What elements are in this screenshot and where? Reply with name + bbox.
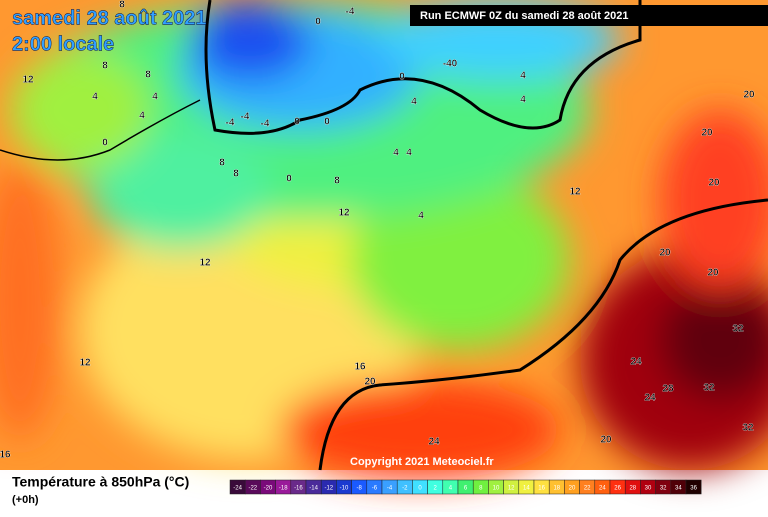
temperature-field <box>0 0 768 480</box>
contour-label: -4 <box>346 7 355 18</box>
legend-label: 12 <box>508 486 515 492</box>
legend-label: -8 <box>357 486 363 492</box>
contour-label: 16 <box>354 362 366 373</box>
legend-label: -18 <box>279 486 288 492</box>
contour-label: 4 <box>152 92 158 103</box>
legend-label: 20 <box>569 486 576 492</box>
contour-label: 4 <box>393 148 399 159</box>
contour-label: 8 <box>219 158 225 169</box>
contour-line <box>318 198 768 471</box>
legend-label: 18 <box>553 486 560 492</box>
contour-label: 20 <box>701 128 713 139</box>
legend-label: 8 <box>479 486 483 492</box>
contour-label: 0 <box>399 72 405 83</box>
contour-label: 20 <box>364 377 376 388</box>
contour-label: 20 <box>708 178 720 189</box>
legend-label: 6 <box>464 486 468 492</box>
contour-label: 4 <box>406 148 412 159</box>
contour-label: 8 <box>334 176 340 187</box>
copyright: Copyright 2021 Meteociel.fr <box>350 456 494 468</box>
map-time: 2:00 locale <box>12 33 114 55</box>
contour-label: 32 <box>732 324 744 335</box>
legend-label: -22 <box>248 486 257 492</box>
legend-label: 24 <box>599 486 606 492</box>
contour-label: 4 <box>418 211 424 222</box>
contour-label: 4 <box>92 92 98 103</box>
contour-label: -40 <box>443 59 458 70</box>
legend-label: 4 <box>449 486 453 492</box>
run-banner <box>410 5 768 26</box>
contour-label: 32 <box>742 423 754 434</box>
variable-label: Température à 850hPa (°C) <box>12 474 189 490</box>
contour-label: 12 <box>569 187 581 198</box>
contour-label: 24 <box>644 393 656 404</box>
contour-label: 8 <box>233 169 239 180</box>
contour-line <box>0 99 201 161</box>
contour-label: 24 <box>630 357 642 368</box>
legend-label: -12 <box>324 486 333 492</box>
contour-label: 20 <box>743 90 755 101</box>
contour-label: 20 <box>659 248 671 259</box>
contour-label: 12 <box>22 75 34 86</box>
contour-label: 0 <box>286 174 292 185</box>
legend-label: -2 <box>402 486 408 492</box>
contour-label: 24 <box>428 437 440 448</box>
contour-label: 12 <box>199 258 211 269</box>
contour-label: 0 <box>102 138 108 149</box>
contour-label: 4 <box>520 95 526 106</box>
contour-label: 4 <box>520 71 526 82</box>
legend-label: -16 <box>294 486 303 492</box>
contour-label: 12 <box>338 208 350 219</box>
run-text: Run ECMWF 0Z du samedi 28 août 2021 <box>420 10 628 22</box>
legend-label: 26 <box>614 486 621 492</box>
contour-label: -4 <box>241 112 250 123</box>
map-title: samedi 28 août 2021 <box>12 7 207 29</box>
contour-label: 0 <box>315 17 321 28</box>
legend-label: 16 <box>538 486 545 492</box>
contour-label: 12 <box>79 358 91 369</box>
contour-label: 8 <box>119 0 125 11</box>
contour-label: 16 <box>0 450 11 461</box>
lead-time: (+0h) <box>12 494 39 506</box>
legend-swatch <box>685 479 702 495</box>
contour-label: 28 <box>662 384 674 395</box>
legend-label: 36 <box>690 486 697 492</box>
contour-label: 0 <box>294 117 300 128</box>
legend-label: -6 <box>372 486 378 492</box>
contour-label: -4 <box>261 119 270 130</box>
legend-label: 2 <box>434 486 438 492</box>
legend-label: 34 <box>675 486 682 492</box>
contour-line <box>204 0 642 135</box>
contour-label: 4 <box>411 97 417 108</box>
legend-label: -20 <box>264 486 273 492</box>
legend-label: 22 <box>584 486 591 492</box>
legend-label: 14 <box>523 486 530 492</box>
contour-label: -4 <box>226 118 235 129</box>
legend-label: -4 <box>387 486 393 492</box>
contour-label: 4 <box>139 111 145 122</box>
legend-label: 30 <box>645 486 652 492</box>
legend-label: 28 <box>629 486 636 492</box>
contour-label: 20 <box>600 435 612 446</box>
contour-label: 0 <box>324 117 330 128</box>
contour-label: 8 <box>102 61 108 72</box>
contour-label: 8 <box>145 70 151 81</box>
legend-label: -24 <box>233 486 242 492</box>
legend-label: 32 <box>660 486 667 492</box>
contour-label: 32 <box>703 383 715 394</box>
legend-label: 0 <box>418 486 422 492</box>
legend-label: 10 <box>493 486 500 492</box>
legend-label: -10 <box>340 486 349 492</box>
contour-label: 20 <box>707 268 719 279</box>
legend-label: -14 <box>309 486 318 492</box>
